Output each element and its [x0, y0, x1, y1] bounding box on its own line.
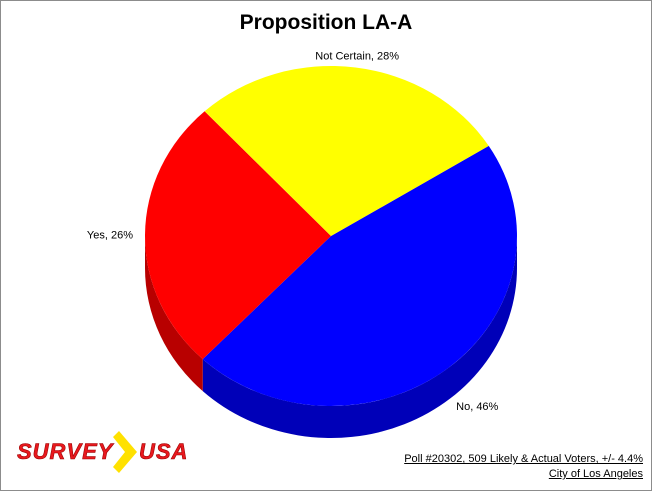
pie-slice-1: [202, 145, 517, 406]
pie-slice-0: [144, 111, 331, 360]
pie-label-2: Not Certain, 28%: [315, 51, 399, 63]
pie-labels-group: No, 46% Yes, 26% Not Certain, 28%: [87, 51, 499, 413]
pie-slice-2: [204, 66, 489, 236]
pie-top-group: [144, 66, 517, 406]
chart-title: Proposition LA-A: [239, 11, 413, 34]
location-info[interactable]: City of Los Angeles: [548, 468, 643, 480]
surveyusa-logo: SURVEY USA: [17, 431, 188, 473]
pie-label-0: Yes, 26%: [87, 230, 133, 242]
pie-label-1: No, 46%: [456, 401, 498, 413]
logo-text-right: USA: [139, 439, 188, 464]
logo-arrow-icon: [113, 431, 137, 473]
pie-side-0: [145, 236, 203, 392]
logo-text-left: SURVEY: [17, 439, 115, 464]
poll-info[interactable]: Poll #20302, 509 Likely & Actual Voters,…: [404, 453, 643, 465]
pie-side-1: [202, 236, 518, 438]
pie-side-group: [145, 236, 518, 438]
